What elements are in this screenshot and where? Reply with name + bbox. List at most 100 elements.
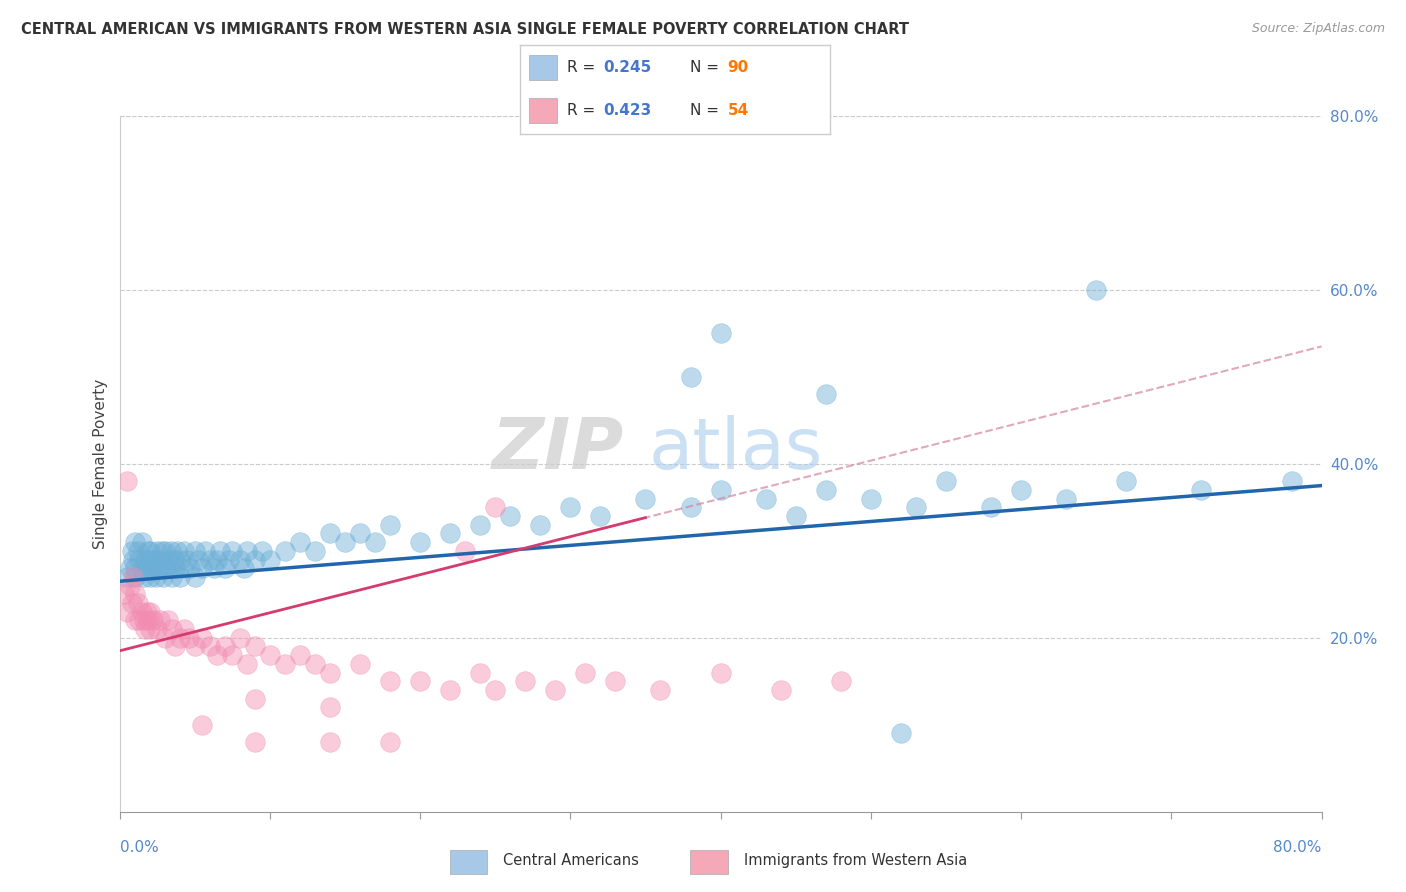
Point — [709, 326, 731, 341]
Point — [589, 508, 612, 523]
Point — [1189, 483, 1212, 497]
Point — [191, 717, 214, 731]
Text: ZIP: ZIP — [492, 416, 624, 484]
Point — [243, 691, 266, 706]
Point — [145, 570, 167, 584]
Point — [112, 587, 135, 601]
Point — [378, 674, 401, 689]
Point — [198, 552, 221, 566]
Point — [169, 552, 191, 566]
Point — [236, 657, 259, 671]
Point — [980, 500, 1002, 515]
Point — [134, 552, 156, 566]
Point — [859, 491, 882, 506]
Point — [179, 561, 201, 575]
Point — [122, 552, 145, 566]
Point — [138, 570, 160, 584]
Point — [173, 543, 195, 558]
Point — [468, 517, 492, 532]
Point — [304, 657, 326, 671]
Point — [319, 735, 342, 749]
Point — [146, 622, 169, 636]
Bar — [530, 55, 557, 80]
Point — [378, 517, 401, 532]
Point — [121, 596, 143, 610]
Point — [153, 631, 176, 645]
Point — [409, 674, 432, 689]
Point — [138, 622, 160, 636]
Text: CENTRAL AMERICAN VS IMMIGRANTS FROM WESTERN ASIA SINGLE FEMALE POVERTY CORRELATI: CENTRAL AMERICAN VS IMMIGRANTS FROM WEST… — [21, 22, 910, 37]
Point — [605, 674, 627, 689]
Point — [118, 578, 141, 592]
Point — [814, 387, 837, 401]
Text: R =: R = — [567, 103, 600, 118]
Point — [349, 657, 371, 671]
Point — [148, 552, 170, 566]
Point — [121, 543, 143, 558]
Point — [529, 517, 551, 532]
Point — [160, 570, 183, 584]
Point — [574, 665, 596, 680]
Point — [138, 552, 160, 566]
Point — [127, 596, 149, 610]
Point — [138, 605, 160, 619]
Point — [769, 683, 792, 698]
Point — [152, 570, 174, 584]
Point — [484, 683, 506, 698]
Text: Immigrants from Western Asia: Immigrants from Western Asia — [744, 854, 967, 868]
Bar — [450, 849, 488, 874]
Point — [814, 483, 837, 497]
Point — [202, 561, 225, 575]
Point — [135, 605, 157, 619]
Point — [499, 508, 522, 523]
Point — [236, 543, 259, 558]
Point — [709, 483, 731, 497]
Point — [165, 561, 187, 575]
Point — [243, 640, 266, 654]
Point — [136, 614, 159, 628]
Point — [150, 543, 173, 558]
Point — [153, 543, 176, 558]
Text: R =: R = — [567, 61, 600, 75]
Point — [1085, 283, 1108, 297]
Point — [214, 561, 236, 575]
Point — [134, 622, 156, 636]
Point — [214, 640, 236, 654]
Point — [349, 526, 371, 541]
Point — [124, 561, 146, 575]
Point — [128, 614, 150, 628]
Y-axis label: Single Female Poverty: Single Female Poverty — [93, 379, 108, 549]
Bar — [690, 849, 728, 874]
Point — [221, 648, 243, 662]
Point — [131, 605, 153, 619]
Text: N =: N = — [690, 103, 724, 118]
Point — [135, 561, 157, 575]
Point — [454, 543, 477, 558]
Point — [122, 570, 145, 584]
Point — [132, 570, 155, 584]
Point — [890, 726, 912, 740]
Point — [252, 543, 274, 558]
Point — [288, 648, 311, 662]
Point — [544, 683, 567, 698]
Point — [378, 735, 401, 749]
Point — [169, 631, 191, 645]
Point — [146, 543, 169, 558]
Point — [243, 735, 266, 749]
Point — [364, 535, 387, 549]
Point — [132, 614, 155, 628]
Text: N =: N = — [690, 61, 724, 75]
Point — [124, 587, 146, 601]
Point — [439, 683, 461, 698]
Point — [142, 614, 165, 628]
Point — [191, 631, 214, 645]
Point — [205, 552, 228, 566]
Point — [233, 561, 256, 575]
Point — [904, 500, 927, 515]
Point — [165, 640, 187, 654]
Point — [1115, 474, 1137, 488]
Point — [131, 535, 153, 549]
Point — [785, 508, 807, 523]
Point — [131, 561, 153, 575]
Point — [169, 570, 191, 584]
